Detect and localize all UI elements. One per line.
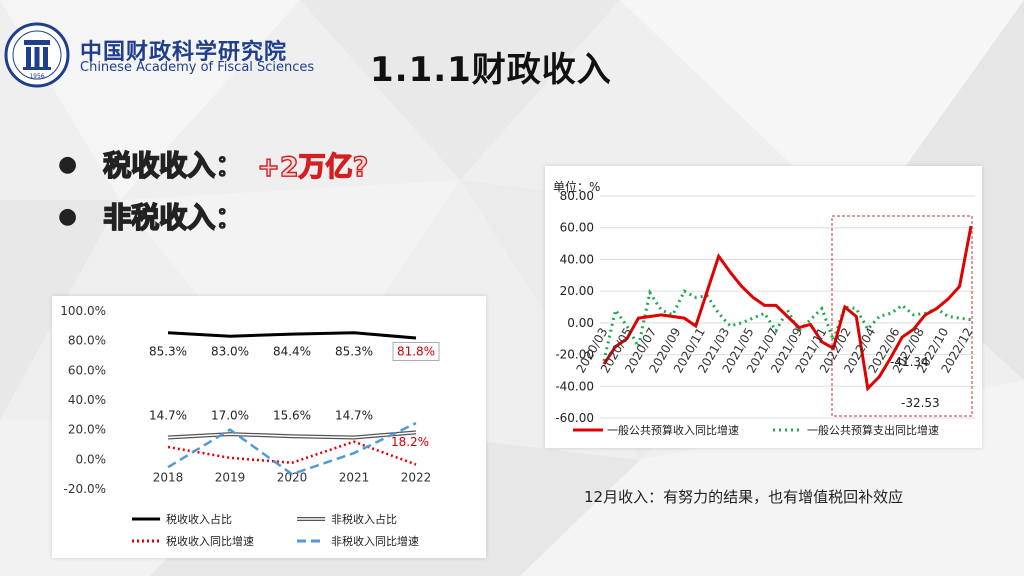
data-label: 18.2% — [391, 435, 429, 449]
highlight-box — [831, 215, 973, 417]
data-annotation: -41.34 — [890, 355, 929, 369]
data-label: 14.7% — [335, 408, 373, 422]
chart-caption: 12月收入：有努力的结果，也有增值税回补效应 — [584, 488, 904, 506]
data-label: 85.3% — [335, 345, 373, 359]
series-line — [167, 422, 417, 476]
y-tick-label: 40.00 — [560, 252, 594, 266]
y-tick-label: 100.0% — [60, 304, 106, 318]
x-tick-label: 2020 — [277, 470, 308, 484]
bullet-highlight: +2万亿? — [257, 151, 369, 183]
x-tick-label: 2019 — [215, 470, 246, 484]
legend-label: 税收收入占比 — [166, 512, 232, 526]
data-label: 15.6% — [273, 408, 311, 422]
data-label-box — [392, 342, 440, 361]
y-tick-label: -60.00 — [555, 411, 594, 425]
bullet-dot-icon: ● — [58, 151, 78, 177]
legend-label: 一般公共预算收入同比增速 — [607, 423, 739, 437]
tax-share-chart: 100.0% 80.0% 60.0% 40.0% 20.0% 0.0% -20.0% 2018… — [52, 296, 486, 558]
data-label: 17.0% — [211, 408, 249, 422]
y-tick-label: -40.00 — [555, 379, 594, 393]
x-tick-label: 2018 — [153, 470, 184, 484]
series-line — [602, 288, 972, 362]
bullet-label: 非税收入： — [102, 200, 244, 235]
series-line — [602, 225, 973, 392]
institution-name-en: Chinese Academy of Fiscal Sciences — [80, 60, 315, 75]
y-tick-label: 0.00 — [567, 316, 594, 330]
revenue-growth-chart: 80.00 60.00 40.00 20.00 0.00 -20.00 -40.00 -60.… — [545, 166, 982, 448]
data-label: 14.7% — [149, 408, 187, 422]
unit-label: 单位：% — [553, 179, 600, 194]
y-tick-label: 60.00 — [560, 221, 594, 235]
institution-name-cn: 中国财政科学研究院 — [80, 40, 288, 65]
legend-label: 非税收入同比增速 — [331, 534, 419, 548]
y-tick-label: 20.00 — [560, 284, 594, 298]
data-label: 84.4% — [273, 345, 311, 359]
series-line-inner — [167, 431, 417, 439]
x-tick-label: 2021 — [339, 470, 370, 484]
y-tick-label: 60.0% — [68, 363, 106, 377]
slide-title: 1.1.1财政收入 — [370, 50, 612, 90]
y-tick-label: 80.00 — [560, 189, 594, 203]
bullet-dot-icon: ● — [58, 203, 78, 229]
data-label: 81.8% — [397, 345, 435, 359]
y-tick-label: -20.00 — [555, 348, 594, 362]
logo-year: 1956 — [29, 73, 44, 80]
y-tick-label: 40.0% — [68, 393, 106, 407]
series-line — [167, 331, 417, 340]
y-tick-label: 80.0% — [68, 334, 106, 348]
bullet-item: ● 税收收入： +2万亿? — [58, 138, 369, 190]
y-tick-label: 20.0% — [68, 423, 106, 437]
bullet-label: 税收收入： — [102, 148, 244, 183]
bullet-item: ● 非税收入： — [58, 190, 368, 242]
data-annotation: -32.53 — [901, 396, 940, 410]
tax-share-chart-svg: 100.0% 80.0% 60.0% 40.0% 20.0% 0.0% -20.0% 2018… — [60, 304, 440, 548]
x-tick-label: 2022 — [401, 470, 432, 484]
y-tick-label: -20.0% — [64, 482, 106, 496]
y-tick-label: 0.0% — [76, 452, 107, 466]
revenue-growth-chart-svg: 80.00 60.00 40.00 20.00 0.00 -20.00 -40.00 -60.… — [553, 179, 976, 437]
legend-label: 税收收入同比增速 — [166, 534, 254, 548]
legend-label: 非税收入占比 — [331, 512, 397, 526]
data-label: 85.3% — [149, 345, 187, 359]
institution-logo: 1956 — [4, 22, 70, 88]
data-label: 83.0% — [211, 345, 249, 359]
bullet-list: ● 税收收入： +2万亿? ● 非税收入： — [58, 138, 369, 242]
series-line — [167, 440, 417, 466]
legend-label: 一般公共预算支出同比增速 — [807, 423, 939, 437]
